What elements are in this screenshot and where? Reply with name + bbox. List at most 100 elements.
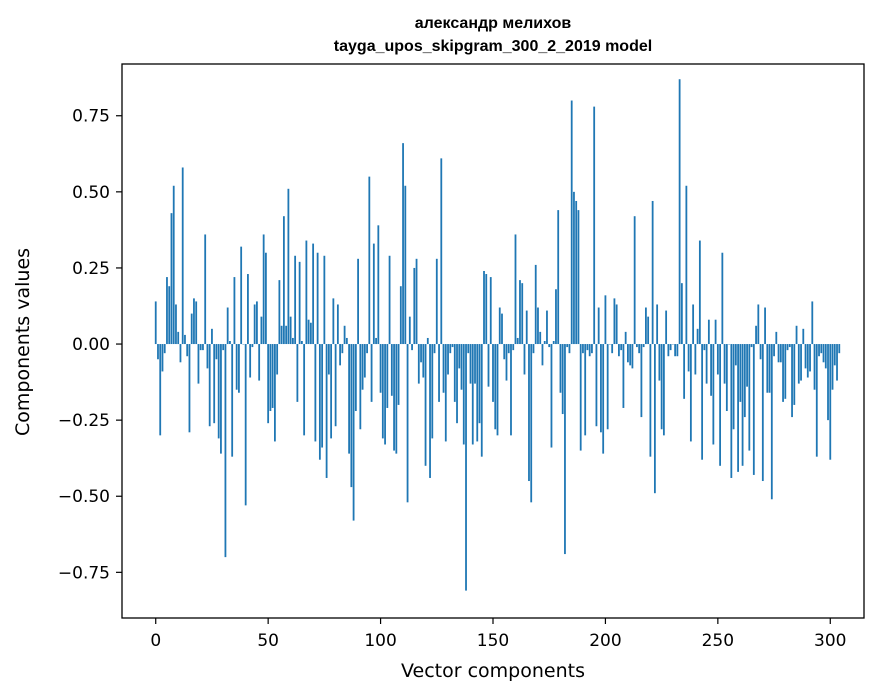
bar <box>548 344 550 347</box>
bar <box>638 344 640 353</box>
bar <box>209 344 211 426</box>
bar <box>371 344 373 402</box>
bar <box>701 344 703 460</box>
bar <box>710 344 712 396</box>
bar <box>838 344 840 353</box>
bar <box>560 344 562 393</box>
bar <box>573 192 575 344</box>
bar <box>717 344 719 374</box>
bar <box>652 201 654 344</box>
bar <box>827 344 829 420</box>
bar <box>323 256 325 344</box>
bar <box>238 344 240 393</box>
bar <box>647 317 649 344</box>
bar <box>407 344 409 502</box>
bar <box>240 247 242 344</box>
bar <box>465 344 467 591</box>
bar <box>674 344 676 356</box>
bar <box>805 344 807 368</box>
y-tick-label: −0.25 <box>58 411 110 431</box>
x-tick-label: 0 <box>150 631 161 651</box>
chart-title-line2: tayga_upos_skipgram_300_2_2019 model <box>334 38 652 55</box>
bar <box>618 344 620 356</box>
bar <box>627 344 629 362</box>
bar <box>692 304 694 344</box>
bar <box>800 344 802 381</box>
bar <box>683 344 685 399</box>
bar <box>706 344 708 384</box>
bar <box>809 344 811 371</box>
bar <box>400 286 402 344</box>
bar <box>382 344 384 438</box>
bar <box>411 344 413 350</box>
bar <box>551 344 553 447</box>
bar <box>690 344 692 441</box>
bar <box>715 320 717 344</box>
bar <box>231 344 233 457</box>
bar <box>580 344 582 451</box>
bar <box>744 344 746 417</box>
bar <box>377 225 379 344</box>
bar <box>252 344 254 347</box>
bar <box>769 344 771 393</box>
bar <box>791 344 793 417</box>
bar <box>526 311 528 344</box>
bar <box>184 335 186 344</box>
bar <box>294 256 296 344</box>
bar <box>166 277 168 344</box>
bar <box>562 344 564 414</box>
bar <box>404 186 406 344</box>
bar <box>180 344 182 362</box>
bar <box>384 344 386 444</box>
bar <box>566 344 568 347</box>
bar <box>712 344 714 444</box>
bar <box>569 344 571 353</box>
bar <box>274 344 276 441</box>
bar <box>355 344 357 411</box>
bar <box>341 344 343 353</box>
bar <box>584 344 586 435</box>
bar <box>658 344 660 381</box>
chart-title-line1: александр мелихов <box>415 15 572 32</box>
bar <box>499 308 501 345</box>
bar <box>611 344 613 353</box>
bar <box>434 344 436 353</box>
bar <box>506 344 508 381</box>
bar <box>350 344 352 487</box>
bar <box>670 344 672 350</box>
bar <box>528 344 530 481</box>
bar <box>521 283 523 344</box>
x-tick-label: 100 <box>364 631 396 651</box>
bar <box>391 344 393 396</box>
bar <box>762 344 764 481</box>
bar <box>458 344 460 368</box>
bar <box>227 308 229 345</box>
bar <box>629 344 631 365</box>
bar <box>213 344 215 423</box>
bar <box>162 344 164 371</box>
bar <box>503 344 505 359</box>
bar <box>766 344 768 393</box>
bar <box>537 308 539 345</box>
bar <box>485 274 487 344</box>
bar <box>330 344 332 438</box>
bar <box>665 311 667 344</box>
bar <box>688 344 690 371</box>
bar <box>447 344 449 374</box>
bar <box>281 326 283 344</box>
bar <box>564 344 566 554</box>
bar <box>220 344 222 454</box>
bar <box>229 341 231 344</box>
bar <box>461 344 463 390</box>
y-tick-label: 0.75 <box>72 107 110 127</box>
bar <box>463 344 465 444</box>
bar <box>793 344 795 405</box>
bar <box>510 344 512 435</box>
bar <box>575 201 577 344</box>
bar <box>470 344 472 384</box>
bar <box>775 332 777 344</box>
bar <box>207 344 209 368</box>
bar <box>773 344 775 356</box>
bar <box>362 344 364 390</box>
